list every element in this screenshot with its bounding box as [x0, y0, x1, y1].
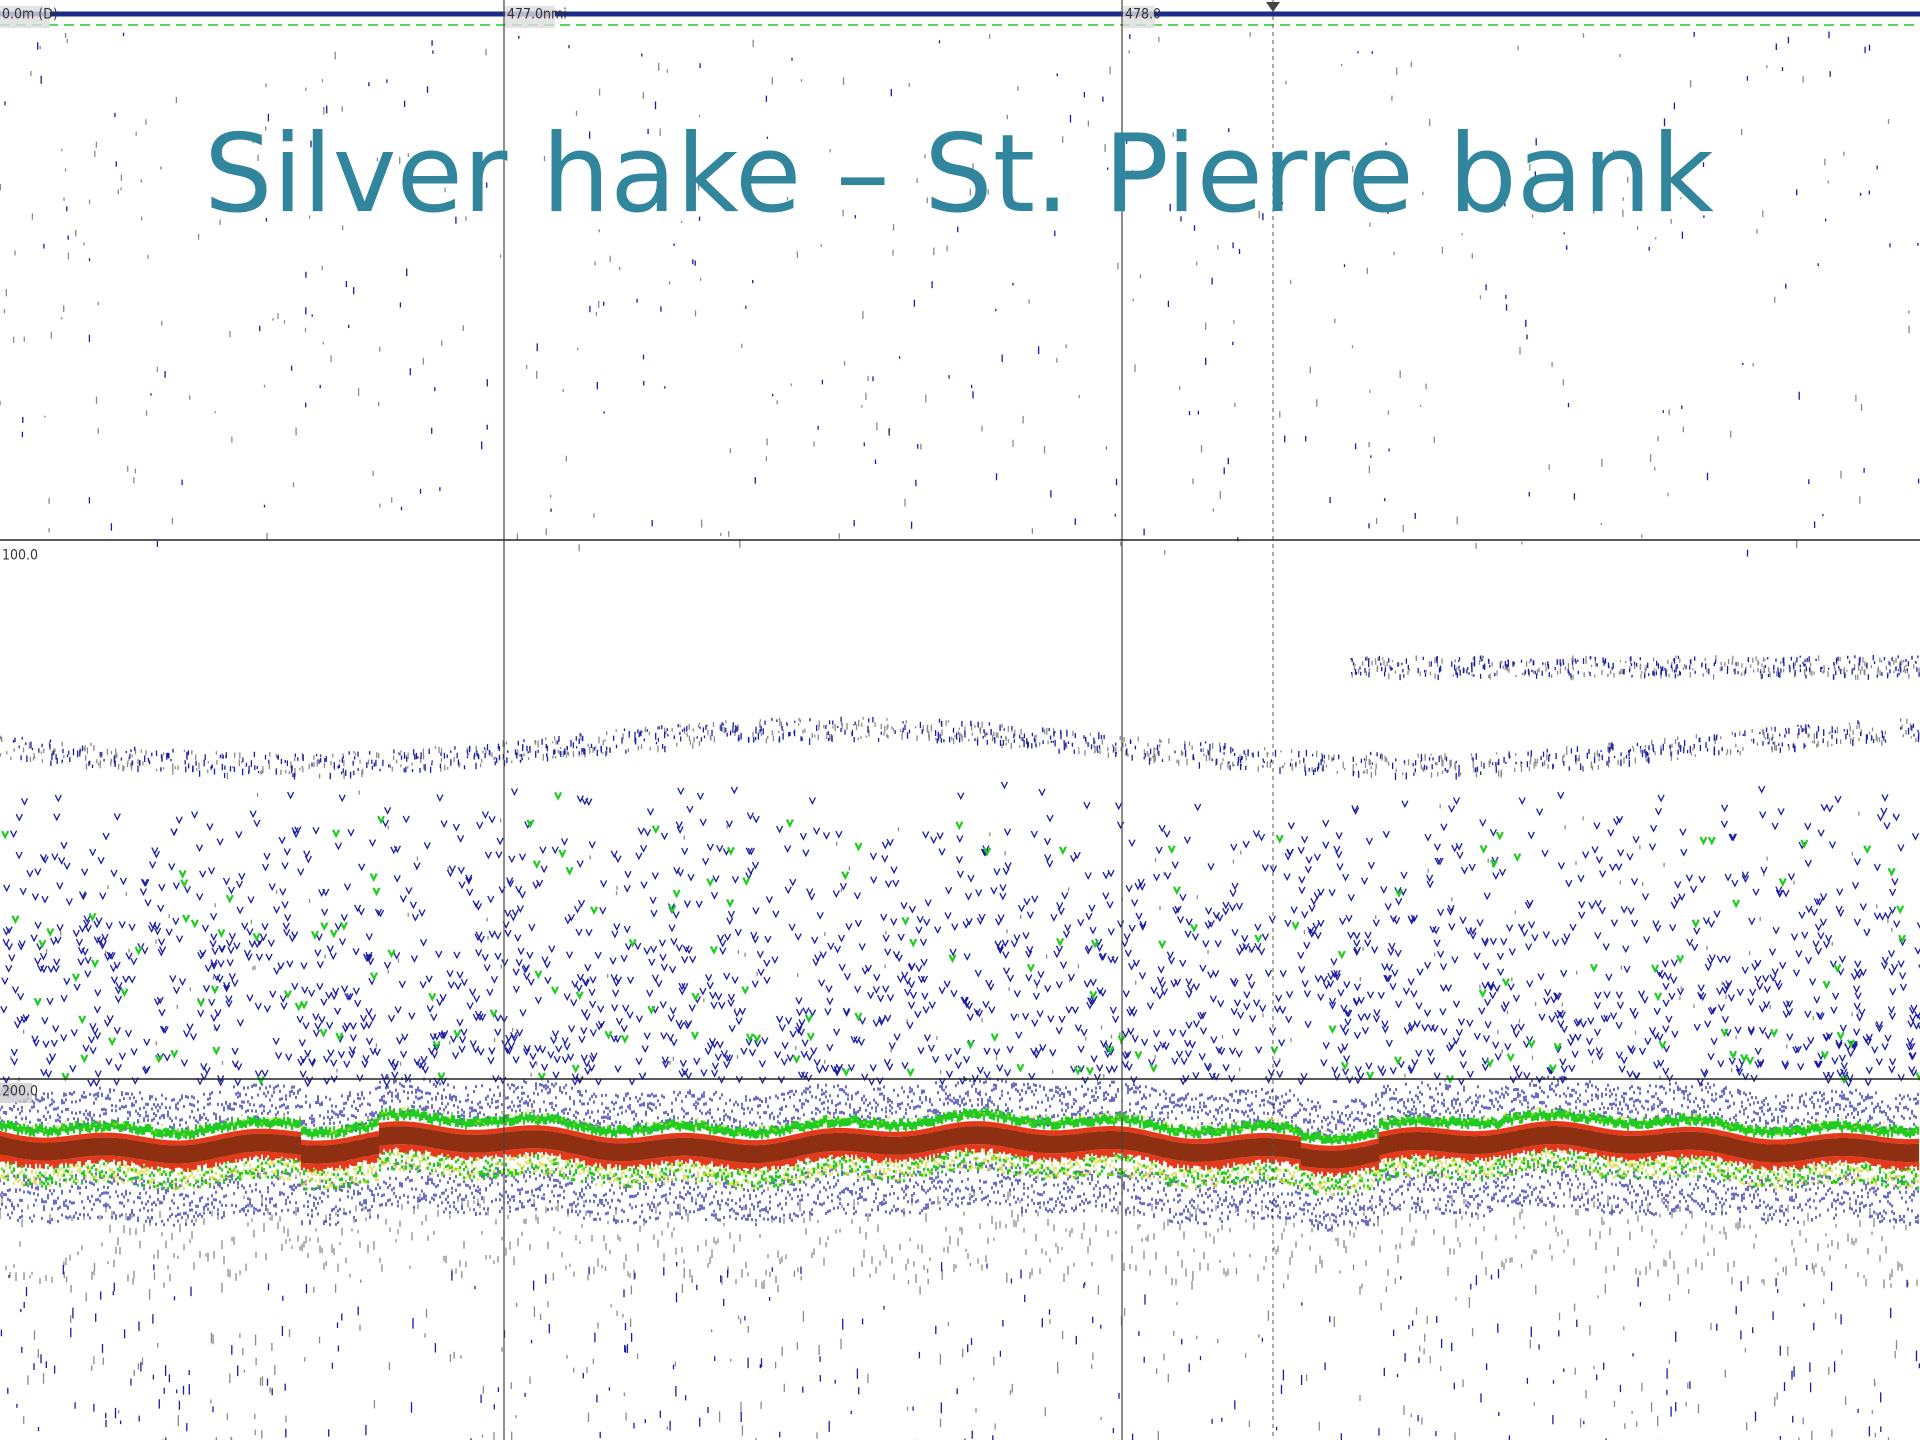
echo-returns: [0, 31, 1920, 1440]
echo-gray: [0, 32, 1920, 1440]
label-box: [1123, 6, 1155, 28]
slide-title: Silver hake – St. Pierre bank: [204, 112, 1714, 237]
label-box: [505, 6, 555, 28]
echo-red: [0, 1121, 1920, 1177]
label-box: [0, 1083, 32, 1103]
echo-brown: [0, 1126, 1920, 1169]
echo-yellow: [0, 1106, 1919, 1197]
depth-label: 200.0: [2, 1084, 38, 1100]
depth-label: 100.0: [2, 548, 38, 564]
label-box: [0, 6, 50, 28]
distance-label: 477.0nmi: [507, 7, 567, 23]
distance-label: 478.0: [1125, 7, 1161, 23]
depth-label: 0.0m (D): [2, 7, 58, 23]
cursor-marker: [1266, 2, 1280, 12]
echo-blue: [0, 31, 1920, 1440]
